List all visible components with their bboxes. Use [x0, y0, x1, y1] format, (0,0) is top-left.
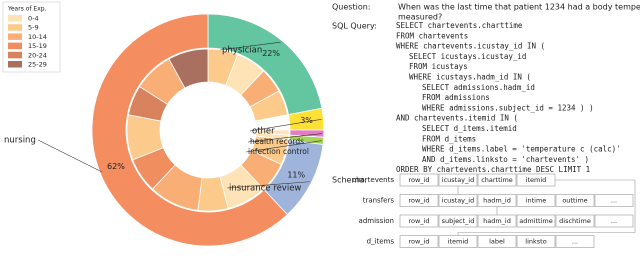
column-name: icustay_id [442, 176, 474, 184]
category-label: insurance review [229, 184, 301, 194]
column-name: ... [611, 197, 617, 205]
column-box [555, 214, 595, 228]
column-name: admittime [519, 217, 552, 225]
sql-line: WHERE chartevents.icustay_id IN ( [396, 42, 545, 51]
sql-line: AND d_items.linksto = 'chartevents' ) [422, 155, 589, 164]
sql-line: WHERE icustays.hadm_id IN ( [409, 73, 531, 82]
value-label: 3% [300, 116, 313, 125]
table-name: d_items [367, 238, 395, 246]
sql-line: AND chartevents.itemid IN ( [396, 114, 518, 123]
value-label: 62% [107, 162, 125, 171]
legend-label: 20-24 [28, 51, 47, 59]
category-label: physician [222, 46, 262, 56]
column-name: subject_id [442, 217, 475, 225]
leader-line [219, 41, 281, 51]
column-box [399, 235, 439, 248]
sql-line: SELECT chartevents.charttime [396, 21, 523, 30]
sql-line: SELECT d_items.itemid [422, 124, 517, 133]
table-name: transfers [363, 197, 395, 205]
category-label: other [252, 127, 275, 137]
sql-line: FROM icustays [409, 62, 468, 71]
column-box [399, 194, 439, 207]
value-label: 11% [287, 170, 305, 179]
column-name: label [489, 238, 505, 246]
column-name: row_id [408, 197, 429, 205]
legend-swatch [8, 33, 22, 40]
column-name: icustay_id [442, 197, 474, 205]
column-name: ... [611, 217, 617, 225]
category-label: health records [250, 137, 304, 146]
question-label: Question: [332, 3, 370, 12]
legend-label: 25-29 [28, 61, 47, 69]
column-name: hadm_id [483, 217, 511, 225]
column-box [516, 235, 556, 248]
leader-line [247, 133, 322, 143]
column-box [555, 235, 595, 248]
column-box [399, 214, 439, 228]
column-name: itemid [526, 176, 547, 184]
sql-line: FROM chartevents [396, 31, 468, 40]
sql-label: SQL Query: [332, 22, 377, 31]
sql-line: FROM d_items [422, 134, 476, 143]
legend-label: 0-4 [28, 15, 39, 23]
column-name: intime [526, 197, 547, 205]
sql-line: SELECT admissions.hadm_id [422, 83, 535, 92]
legend-title: Years of Exp. [7, 6, 47, 13]
column-box [555, 194, 595, 207]
category-label: infection control [248, 147, 309, 156]
legend-swatch [8, 15, 22, 22]
inner-segment [168, 48, 209, 89]
column-box [477, 173, 517, 187]
sql-line: WHERE admissions.subject_id = 1234 ) ) [422, 103, 594, 112]
leader-line [245, 140, 322, 153]
column-name: row_id [408, 176, 429, 184]
schema-label: Schema: [332, 176, 367, 185]
leader-line [226, 181, 310, 189]
schema-link [457, 179, 636, 236]
column-name: outtime [562, 197, 587, 205]
column-name: ... [572, 238, 578, 246]
legend-label: 15-19 [28, 42, 47, 50]
column-box [399, 173, 439, 187]
legend-swatch [8, 61, 22, 68]
column-name: itemid [448, 238, 469, 246]
outer-segment [91, 13, 288, 247]
value-label: 22% [262, 49, 280, 58]
column-name: row_id [408, 238, 429, 246]
legend-label: 5-9 [28, 24, 39, 32]
column-box [516, 214, 556, 228]
question-text: measured? [398, 13, 442, 22]
column-name: charttime [481, 176, 513, 184]
column-box [477, 235, 517, 248]
column-name: hadm_id [483, 197, 511, 205]
sql-line: FROM admissions [422, 93, 490, 102]
legend-swatch [8, 42, 22, 50]
table-name: admission [359, 217, 394, 225]
sql-line: ORDER BY chartevents.charttime DESC LIMI… [396, 165, 590, 174]
leader-line [249, 118, 322, 132]
leader-line [37, 139, 103, 173]
legend-swatch [8, 51, 22, 59]
question-text: When was the last time that patient 1234… [398, 3, 640, 12]
legend-label: 10-14 [28, 33, 47, 41]
column-name: dischtime [559, 217, 591, 225]
column-box [516, 194, 556, 207]
column-box [594, 194, 634, 207]
sql-line: WHERE d_items.label = 'temperature c (ca… [422, 145, 621, 154]
column-name: linksto [525, 238, 546, 246]
legend-swatch [8, 24, 22, 31]
table-name: chartevents [352, 176, 394, 184]
column-name: row_id [408, 217, 429, 225]
category-label: nursing [4, 136, 36, 146]
column-box [438, 214, 478, 228]
column-box [594, 214, 634, 228]
sql-line: SELECT icustays.icustay_id [409, 52, 526, 61]
